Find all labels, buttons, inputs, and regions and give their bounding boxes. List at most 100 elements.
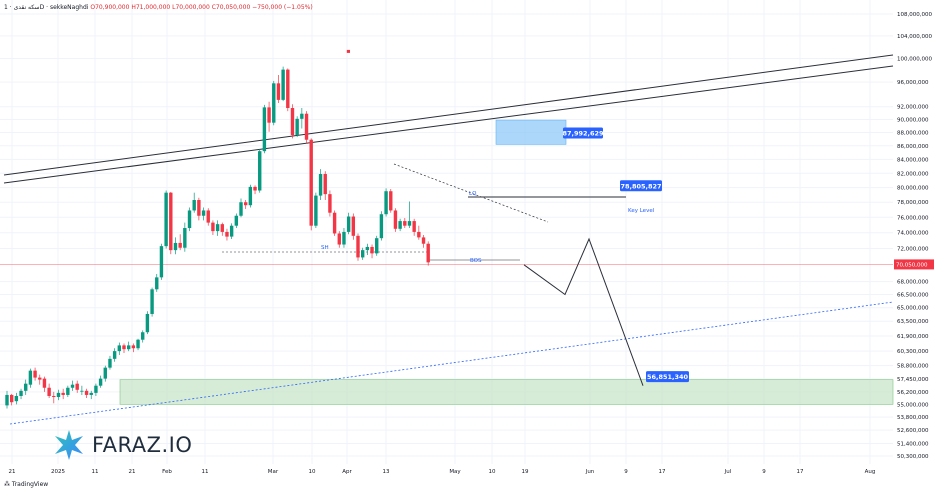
y-tick-label: 108,000,000 xyxy=(897,12,932,18)
x-tick-label: 21 xyxy=(9,469,16,475)
x-tick-label: 21 xyxy=(129,469,136,475)
candle-body xyxy=(187,210,192,229)
x-tick-label: Apr xyxy=(342,469,352,475)
candle-body xyxy=(295,118,299,136)
y-axis[interactable]: 108,000,000 104,000,000 100,000,000 96,000,… xyxy=(897,12,932,460)
y-tick-label: 82,000,000 xyxy=(897,171,929,177)
candle-body xyxy=(258,151,262,191)
channel-line-lower xyxy=(3,65,894,184)
candle-body xyxy=(75,383,79,390)
candle-body xyxy=(80,390,84,392)
candle-body xyxy=(393,210,398,229)
x-tick-label: 9 xyxy=(762,469,766,475)
candle-body xyxy=(98,378,103,386)
y-tick-label: 65,000,000 xyxy=(897,306,929,312)
price-label-87: 87,992,629 xyxy=(562,130,604,138)
candle-body xyxy=(309,139,313,226)
x-tick-label: 11 xyxy=(92,469,99,475)
candle-body xyxy=(360,250,365,258)
candle-body xyxy=(70,384,75,388)
tradingview-icon: ⁂ xyxy=(4,481,10,488)
candle-body xyxy=(365,246,370,251)
x-tick-label: 10 xyxy=(489,469,496,475)
candle-body xyxy=(318,174,323,196)
y-tick-label: 92,000,000 xyxy=(897,105,929,111)
candle-body xyxy=(417,231,421,238)
candle-body xyxy=(201,210,206,216)
candle-body xyxy=(24,383,28,391)
y-tick-label: 58,800,000 xyxy=(897,364,929,370)
symbol-name[interactable]: sekkeNaghdi xyxy=(49,4,89,11)
candle-body xyxy=(9,394,14,403)
candle-body xyxy=(234,215,239,226)
candle-body xyxy=(407,221,412,226)
candle-body xyxy=(206,210,210,223)
candle-body xyxy=(145,313,150,333)
candle-body xyxy=(38,377,42,380)
candle-body xyxy=(337,233,341,245)
x-tick-label: Jun xyxy=(585,469,595,475)
y-tick-label: 52,600,000 xyxy=(897,428,929,434)
candle-body xyxy=(126,345,131,350)
candle-body xyxy=(332,212,337,234)
x-tick-label: 13 xyxy=(383,469,390,475)
price-label-87-bg xyxy=(563,127,603,139)
candle-body xyxy=(389,191,393,211)
candle-body xyxy=(346,216,351,232)
candle-body xyxy=(262,107,267,152)
y-tick-label: 80,000,000 xyxy=(897,186,929,192)
y-tick-label: 61,900,000 xyxy=(897,334,929,340)
candle-body xyxy=(42,378,47,388)
candle-body xyxy=(229,225,234,237)
candle-body xyxy=(276,83,281,100)
x-tick-label: 17 xyxy=(659,469,666,475)
candle-body xyxy=(164,192,168,247)
interval-label[interactable]: 1D xyxy=(4,4,45,11)
y-tick-label: 50,300,000 xyxy=(897,454,929,460)
candle-body xyxy=(33,370,37,378)
candle-body xyxy=(108,358,112,368)
candle-body xyxy=(304,113,309,140)
candle-body xyxy=(215,224,220,232)
y-tick-label: 51,400,000 xyxy=(897,441,929,447)
candle-body xyxy=(141,332,145,340)
candle-body xyxy=(243,202,248,206)
x-tick-label: 2025 xyxy=(51,469,65,475)
x-tick-label: Mar xyxy=(268,469,279,475)
candle-body xyxy=(220,224,224,232)
x-tick-label: Aug xyxy=(865,469,876,475)
candle-body xyxy=(183,228,187,248)
candle-body xyxy=(211,222,215,232)
key-level-annotation: Key Level xyxy=(628,208,655,214)
price-label-78-bg xyxy=(620,180,662,192)
x-tick-label: Jul xyxy=(724,469,732,475)
candle-body xyxy=(56,392,61,398)
y-tick-label: 96,000,000 xyxy=(897,80,929,86)
candle-body xyxy=(239,202,243,216)
current-price-tag: 70,050,000 xyxy=(896,262,928,268)
faraz-logo: FARAZ.IO xyxy=(52,428,192,462)
candle-body xyxy=(421,237,426,244)
y-tick-label: 56,200,000 xyxy=(897,390,929,396)
y-tick-label: 74,000,000 xyxy=(897,231,929,237)
symbol-title: سکه نقدی xyxy=(13,4,40,11)
y-tick-label: 57,450,000 xyxy=(897,377,929,383)
y-tick-label: 53,800,000 xyxy=(897,415,929,421)
candle-body xyxy=(94,385,98,393)
y-tick-label: 84,000,000 xyxy=(897,157,929,163)
candle-body xyxy=(19,390,23,396)
candle-body xyxy=(384,191,388,215)
price-label-56: 56,851,340 xyxy=(647,373,689,381)
x-tick-label: 19 xyxy=(522,469,529,475)
candle-body xyxy=(89,392,93,395)
candle-body xyxy=(192,200,196,211)
candle-body xyxy=(351,216,356,236)
x-axis[interactable]: 21 2025 11 21 Feb 11 Mar 10 Apr 13 May 10 19 Jun 9 17 Ju… xyxy=(9,469,876,475)
price-label-56-bg xyxy=(646,371,689,383)
current-price-tag-bg xyxy=(894,259,934,270)
y-tick-label: 100,000,000 xyxy=(897,57,932,63)
descending-trend-line xyxy=(393,163,549,223)
candle-body xyxy=(281,69,285,100)
y-tick-label: 104,000,000 xyxy=(897,34,932,40)
